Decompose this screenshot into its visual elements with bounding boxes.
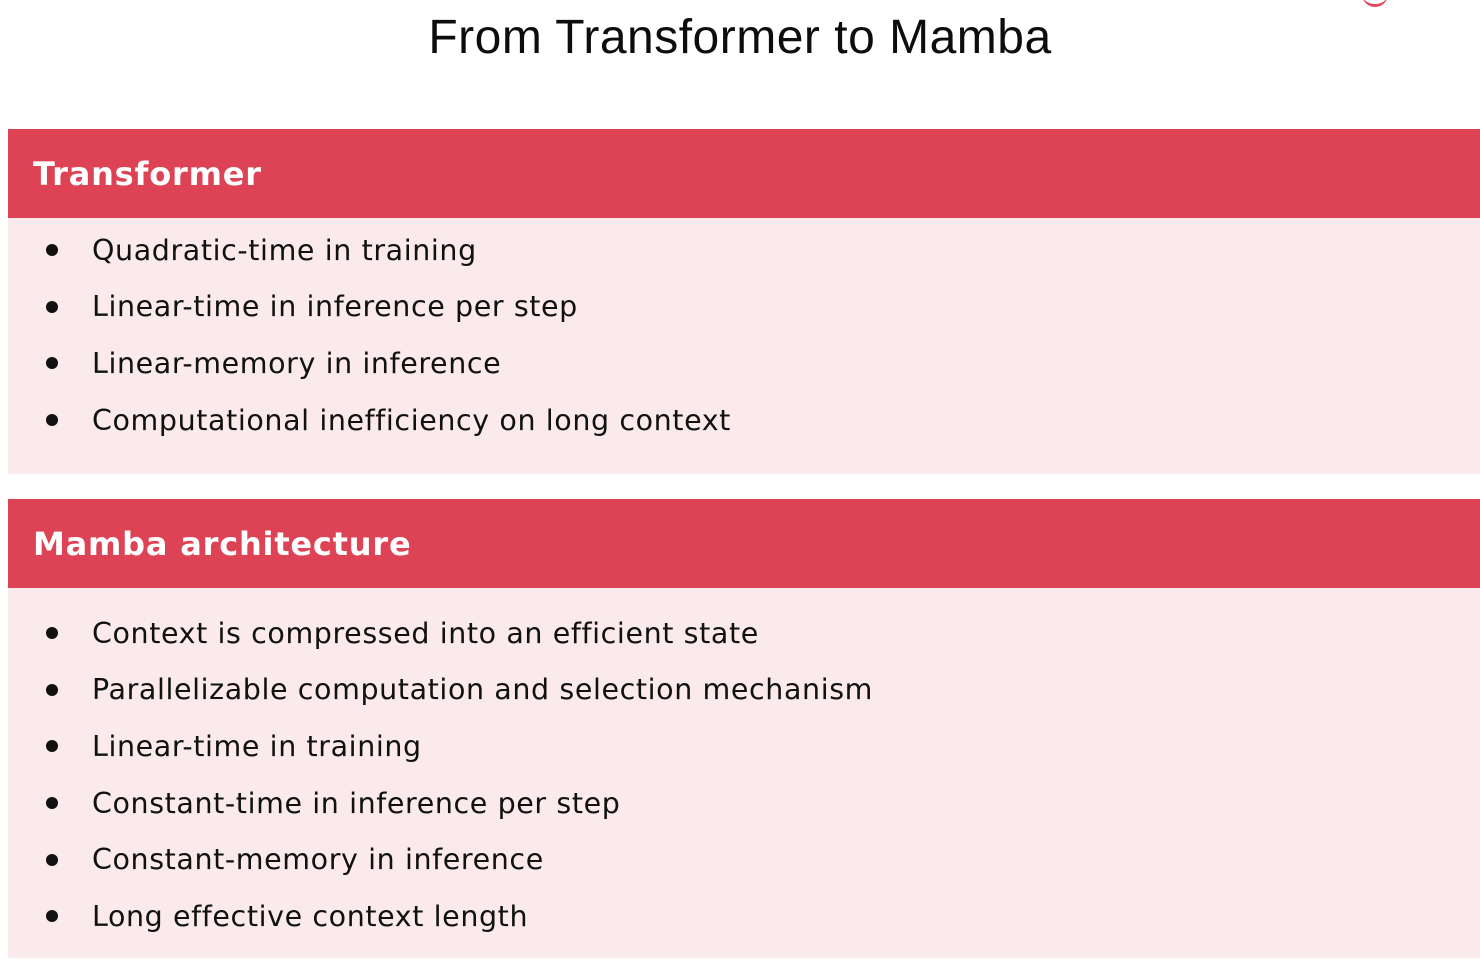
mamba-bullet-list: Context is compressed into an efficient … bbox=[8, 588, 1480, 945]
bullet-icon bbox=[46, 910, 58, 923]
list-item-text: Computational inefficiency on long conte… bbox=[92, 403, 731, 437]
bullet-icon bbox=[46, 797, 58, 810]
mamba-panel: Mamba architecture Context is compressed… bbox=[8, 499, 1480, 958]
list-item-text: Linear-time in training bbox=[92, 729, 422, 763]
list-item: Linear-time in inference per step bbox=[8, 279, 1480, 336]
list-item: Linear-time in training bbox=[8, 718, 1480, 775]
transformer-heading: Transformer bbox=[33, 154, 262, 193]
bullet-icon bbox=[46, 414, 58, 427]
mamba-panel-header: Mamba architecture bbox=[8, 499, 1480, 588]
list-item: Constant-time in inference per step bbox=[8, 775, 1480, 832]
list-item: Computational inefficiency on long conte… bbox=[8, 392, 1480, 449]
bullet-icon bbox=[46, 300, 58, 313]
mamba-heading: Mamba architecture bbox=[33, 524, 412, 563]
list-item-text: Constant-memory in inference bbox=[92, 843, 544, 877]
list-item-text: Parallelizable computation and selection… bbox=[92, 673, 874, 707]
bullet-icon bbox=[46, 740, 58, 753]
list-item-text: Quadratic-time in training bbox=[92, 233, 477, 267]
list-item: Constant-memory in inference bbox=[8, 831, 1480, 888]
transformer-bullet-list: Quadratic-time in training Linear-time i… bbox=[8, 218, 1480, 448]
list-item: Linear-memory in inference bbox=[8, 335, 1480, 392]
list-item: Parallelizable computation and selection… bbox=[8, 662, 1480, 719]
bullet-icon bbox=[46, 853, 58, 866]
corner-logo-fragment bbox=[1362, 0, 1388, 7]
list-item-text: Linear-time in inference per step bbox=[92, 290, 578, 324]
bullet-icon bbox=[46, 244, 58, 257]
list-item: Context is compressed into an efficient … bbox=[8, 605, 1480, 662]
bullet-icon bbox=[46, 357, 58, 370]
list-item-text: Long effective context length bbox=[92, 899, 529, 933]
transformer-panel-header: Transformer bbox=[8, 129, 1480, 218]
list-item: Quadratic-time in training bbox=[8, 222, 1480, 279]
slide-title: From Transformer to Mamba bbox=[428, 11, 1052, 64]
transformer-panel: Transformer Quadratic-time in training L… bbox=[8, 129, 1480, 474]
list-item: Long effective context length bbox=[8, 888, 1480, 945]
list-item-text: Constant-time in inference per step bbox=[92, 786, 621, 820]
list-item-text: Linear-memory in inference bbox=[92, 346, 502, 380]
bullet-icon bbox=[46, 683, 58, 696]
bullet-icon bbox=[46, 627, 58, 640]
list-item-text: Context is compressed into an efficient … bbox=[92, 616, 759, 650]
